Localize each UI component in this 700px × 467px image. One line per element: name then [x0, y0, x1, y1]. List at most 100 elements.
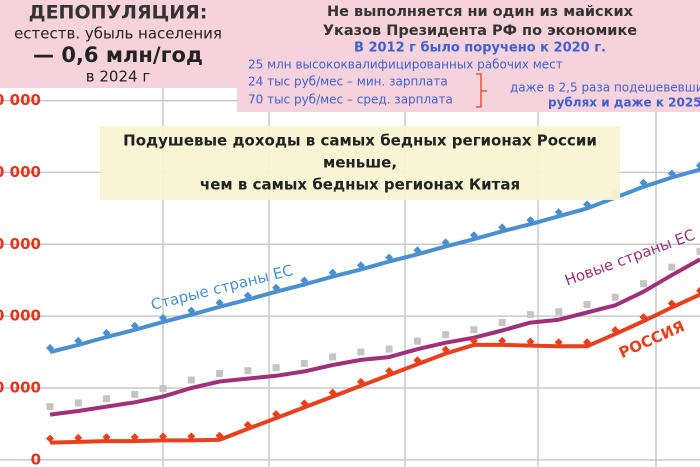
header-right-box — [237, 0, 700, 112]
header-item: 25 млн высококвалифицированных рабочих м… — [248, 58, 563, 72]
data-point — [554, 338, 563, 347]
data-point — [696, 247, 700, 255]
data-point — [356, 377, 365, 386]
data-point — [639, 313, 648, 322]
data-point — [130, 433, 139, 442]
data-point — [470, 326, 478, 334]
y-tick-label: 40 000 — [0, 163, 41, 181]
annotation: меньше, — [323, 154, 397, 172]
header-note: даже в 2,5 раза подешевевших — [510, 81, 700, 95]
data-point — [300, 399, 309, 408]
annotation-box — [100, 126, 620, 200]
data-point — [46, 344, 54, 353]
header-value: — 0,6 млн/год — [33, 43, 203, 67]
y-tick-label: 50 000 — [0, 91, 41, 109]
data-point — [582, 338, 591, 347]
data-point — [46, 403, 54, 411]
data-point — [159, 432, 168, 441]
data-point — [300, 276, 309, 285]
data-point — [159, 385, 167, 393]
data-point — [215, 298, 224, 307]
data-point — [498, 318, 506, 326]
data-point — [272, 364, 280, 372]
data-point — [639, 178, 648, 187]
data-point — [611, 293, 619, 301]
data-point — [554, 208, 563, 217]
data-point — [244, 367, 252, 375]
data-point — [131, 390, 139, 398]
data-point — [498, 223, 507, 232]
data-point — [469, 336, 478, 345]
header-title: ДЕПОПУЛЯЦИЯ: — [29, 2, 208, 24]
data-point — [582, 200, 591, 209]
data-point — [385, 367, 394, 376]
y-tick-label: 10 000 — [0, 378, 41, 396]
header-text: естеств. убыль населения — [14, 25, 222, 43]
data-point — [667, 169, 676, 178]
data-point — [102, 328, 111, 337]
data-point — [215, 431, 224, 440]
series-line — [49, 167, 700, 354]
header-left-box — [0, 0, 237, 88]
data-point — [74, 399, 82, 407]
header-title: Указов Президента РФ по экономике — [323, 23, 637, 39]
data-point — [696, 161, 700, 170]
data-point — [102, 433, 111, 442]
data-point — [639, 280, 647, 288]
series-label: РОССИЯ — [616, 317, 687, 362]
data-point — [329, 353, 337, 361]
data-point — [442, 331, 450, 339]
data-point — [356, 261, 365, 270]
data-point — [611, 326, 620, 335]
data-point — [413, 356, 422, 365]
y-tick-label: 30 000 — [0, 235, 41, 253]
data-point — [385, 345, 393, 353]
data-point — [583, 301, 591, 309]
data-point — [441, 345, 450, 354]
data-point — [159, 313, 168, 322]
y-tick-label: 0 — [31, 450, 41, 467]
series-label: Новые страны ЕС — [562, 226, 697, 290]
data-point — [526, 311, 534, 319]
data-point — [498, 336, 507, 345]
data-point — [130, 321, 139, 330]
data-point — [216, 370, 224, 378]
header-text: в 2024 г — [86, 68, 151, 86]
data-point — [469, 231, 478, 240]
data-point — [441, 238, 450, 247]
series-line — [49, 257, 700, 417]
data-point — [103, 395, 111, 403]
data-point — [187, 376, 195, 384]
data-point — [328, 268, 337, 277]
header-title: Не выполняется ни один из майских — [327, 4, 634, 20]
y-tick-label: 20 000 — [0, 307, 41, 325]
header-item: 24 тыс руб/мес – мин. зарплата — [248, 75, 448, 89]
data-point — [300, 359, 308, 367]
data-point — [243, 291, 252, 300]
data-point — [74, 336, 83, 345]
data-point — [668, 263, 676, 271]
data-point — [328, 388, 337, 397]
data-point — [272, 410, 281, 419]
data-point — [555, 308, 563, 316]
header-note: рублях и даже к 2025 — [548, 96, 700, 110]
annotation: чем в самых бедных регионах Китая — [200, 176, 520, 194]
data-point — [526, 337, 535, 346]
data-point — [526, 216, 535, 225]
data-point — [696, 286, 700, 295]
data-point — [413, 337, 421, 345]
plot — [46, 161, 700, 445]
data-point — [413, 246, 422, 255]
series-line — [49, 292, 700, 445]
data-point — [385, 253, 394, 262]
header-item: 70 тыс руб/мес – сред. зарплата — [248, 93, 453, 107]
data-point — [74, 433, 83, 442]
header-subtitle: В 2012 г было поручено к 2020 г. — [354, 41, 606, 56]
data-point — [187, 306, 196, 315]
data-point — [667, 299, 676, 308]
data-point — [243, 420, 252, 429]
data-point — [46, 434, 54, 443]
data-point — [187, 432, 196, 441]
data-point — [272, 283, 281, 292]
